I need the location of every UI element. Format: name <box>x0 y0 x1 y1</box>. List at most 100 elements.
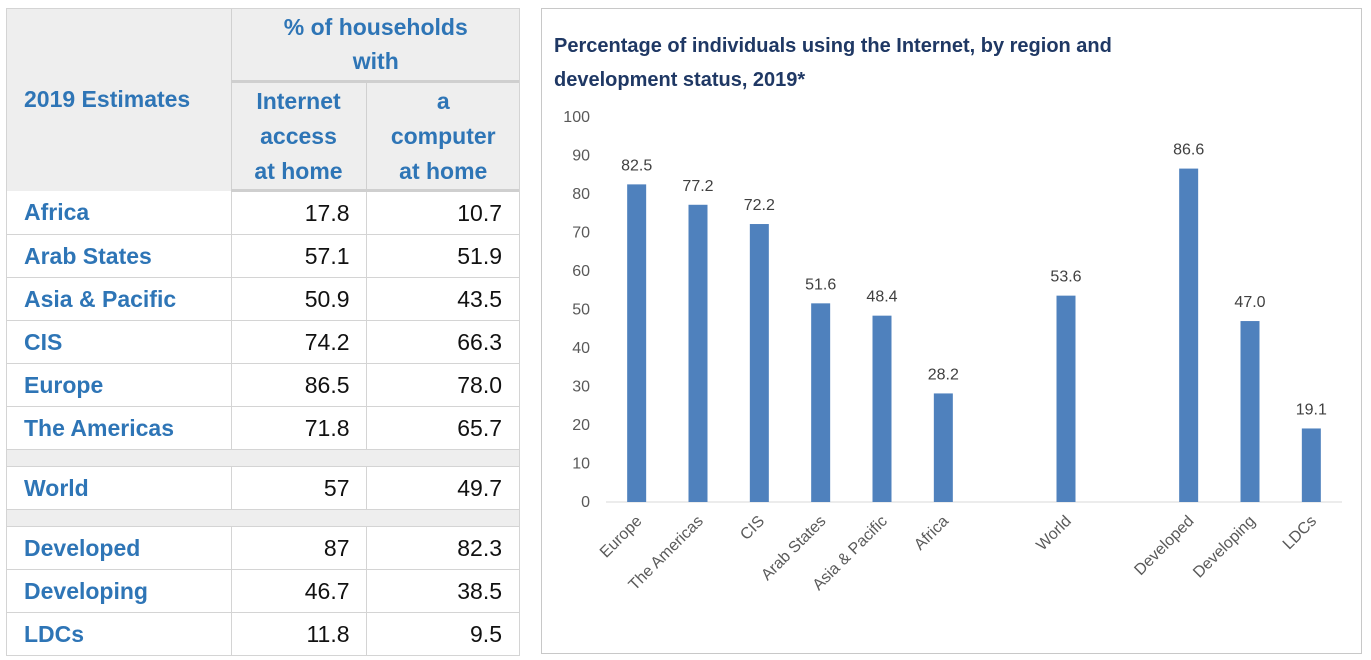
internet-access-cell: 57.1 <box>231 234 367 278</box>
data-label: 82.5 <box>621 157 652 174</box>
internet-access-cell: 17.8 <box>231 190 367 235</box>
table-row: LDCs 11.8 9.5 <box>6 612 520 656</box>
y-tick-label: 10 <box>572 456 590 473</box>
computer-header-line: at home <box>399 157 488 184</box>
y-tick-label: 30 <box>572 379 590 396</box>
computer-cell: 49.7 <box>366 466 520 510</box>
group-header: % of households with <box>231 8 520 83</box>
y-tick-label: 100 <box>563 109 590 126</box>
bar <box>933 393 953 502</box>
internet-access-cell: 87 <box>231 526 367 570</box>
table-row: World 57 49.7 <box>6 466 520 510</box>
table-spacer-row <box>6 449 520 467</box>
bar-chart: 010203040506070809010082.5Europe77.2The … <box>563 109 1342 594</box>
table-row: Developing 46.7 38.5 <box>6 569 520 613</box>
table-spacer-row <box>6 509 520 527</box>
bar <box>627 184 647 502</box>
computer-header-line: a <box>436 87 450 114</box>
region-name-cell: The Americas <box>6 406 232 450</box>
internet-access-cell: 11.8 <box>231 612 367 656</box>
internet-access-cell: 71.8 <box>231 406 367 450</box>
table-row: CIS 74.2 66.3 <box>6 320 520 364</box>
internet-header-line: access <box>260 122 337 149</box>
x-tick-label: Europe <box>597 513 646 562</box>
y-tick-label: 50 <box>572 302 590 319</box>
table-body: Africa 17.8 10.7 Arab States 57.1 51.9 Asia & … <box>6 190 520 656</box>
x-tick-label: Developed <box>1131 513 1197 579</box>
bar <box>688 204 708 502</box>
data-label: 51.6 <box>805 276 836 293</box>
region-name-cell: Arab States <box>6 234 232 278</box>
region-name-cell: World <box>6 466 232 510</box>
bar <box>1056 295 1076 502</box>
estimates-table: 2019 Estimates % of households with Inte… <box>6 8 520 656</box>
computer-cell: 9.5 <box>366 612 520 656</box>
computer-header-line: computer <box>390 122 496 149</box>
region-name-cell: Asia & Pacific <box>6 277 232 321</box>
y-tick-label: 80 <box>572 186 590 203</box>
computer-header: a computer at home <box>366 81 520 192</box>
x-tick-label: Developing <box>1190 513 1259 582</box>
internet-access-cell: 74.2 <box>231 320 367 364</box>
estimates-table-panel: 2019 Estimates % of households with Inte… <box>6 8 520 656</box>
data-label: 28.2 <box>928 366 959 383</box>
table-corner-label: 2019 Estimates <box>6 8 232 191</box>
spacer-cell <box>6 509 520 527</box>
internet-header-line: at home <box>254 157 343 184</box>
computer-cell: 66.3 <box>366 320 520 364</box>
bar <box>749 224 769 502</box>
y-tick-label: 70 <box>572 225 590 242</box>
table-row: The Americas 71.8 65.7 <box>6 406 520 450</box>
bar <box>1179 168 1199 502</box>
chart-title: Percentage of individuals using the Inte… <box>554 29 1194 97</box>
data-label: 77.2 <box>682 178 713 195</box>
data-label: 48.4 <box>866 289 897 306</box>
data-label: 53.6 <box>1050 269 1081 286</box>
computer-cell: 51.9 <box>366 234 520 278</box>
internet-access-cell: 46.7 <box>231 569 367 613</box>
table-row: Asia & Pacific 50.9 43.5 <box>6 277 520 321</box>
group-header-text: % of households with <box>283 14 468 74</box>
chart-title-line: development status, 2019* <box>554 69 806 91</box>
computer-cell: 10.7 <box>366 190 520 235</box>
table-row: Europe 86.5 78.0 <box>6 363 520 407</box>
region-name-cell: Developed <box>6 526 232 570</box>
internet-access-cell: 86.5 <box>231 363 367 407</box>
region-name-cell: Africa <box>6 190 232 235</box>
table-row: Africa 17.8 10.7 <box>6 190 520 235</box>
chart-panel: Percentage of individuals using the Inte… <box>541 8 1362 654</box>
table-row: Arab States 57.1 51.9 <box>6 234 520 278</box>
y-tick-label: 20 <box>572 417 590 434</box>
y-tick-label: 0 <box>581 494 590 511</box>
x-tick-label: World <box>1033 513 1074 554</box>
computer-cell: 78.0 <box>366 363 520 407</box>
data-label: 19.1 <box>1296 401 1327 418</box>
x-tick-label: CIS <box>737 513 768 544</box>
internet-header-line: Internet <box>256 87 341 114</box>
region-name-cell: Europe <box>6 363 232 407</box>
y-tick-label: 60 <box>572 263 590 280</box>
spacer-cell <box>6 449 520 467</box>
chart-title-line: Percentage of individuals using the Inte… <box>554 35 1112 57</box>
computer-cell: 82.3 <box>366 526 520 570</box>
computer-cell: 38.5 <box>366 569 520 613</box>
internet-access-cell: 50.9 <box>231 277 367 321</box>
data-label: 72.2 <box>744 197 775 214</box>
data-label: 86.6 <box>1173 142 1204 159</box>
region-name-cell: CIS <box>6 320 232 364</box>
bar <box>1301 428 1321 502</box>
computer-cell: 65.7 <box>366 406 520 450</box>
region-name-cell: LDCs <box>6 612 232 656</box>
internet-access-header: Internet access at home <box>231 81 367 192</box>
computer-cell: 43.5 <box>366 277 520 321</box>
x-tick-label: LDCs <box>1280 513 1320 553</box>
internet-access-cell: 57 <box>231 466 367 510</box>
table-row: Developed 87 82.3 <box>6 526 520 570</box>
y-tick-label: 40 <box>572 340 590 357</box>
data-label: 47.0 <box>1234 294 1265 311</box>
region-name-cell: Developing <box>6 569 232 613</box>
y-tick-label: 90 <box>572 148 590 165</box>
bar <box>811 303 831 502</box>
bar <box>1240 321 1260 502</box>
x-tick-label: Africa <box>911 513 952 554</box>
